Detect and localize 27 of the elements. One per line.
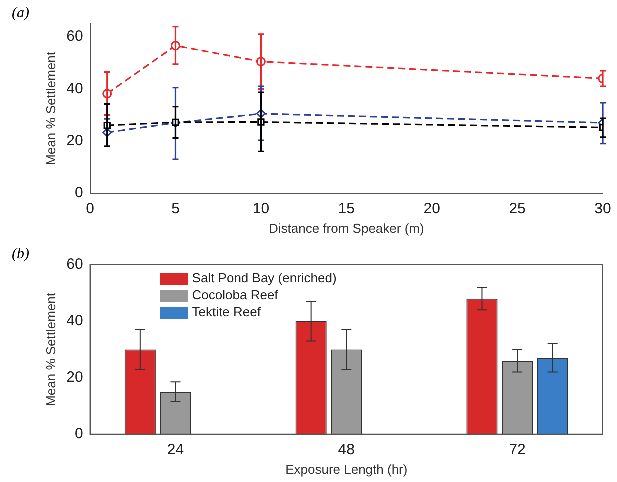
- y-tick-label: 60: [66, 256, 84, 274]
- y-axis-title: Mean % Settlement: [43, 292, 58, 406]
- y-tick-label: 0: [74, 426, 84, 443]
- legend-label: Cocoloba Reef: [192, 288, 279, 303]
- x-tick-label: 20: [424, 200, 440, 218]
- x-tick-label: 24: [167, 442, 184, 459]
- x-tick-label: 72: [509, 442, 526, 459]
- y-tick-label: 40: [66, 312, 84, 330]
- text: (a): [12, 5, 30, 22]
- x-tick-label: 25: [509, 200, 526, 218]
- y-tick-label: 20: [66, 132, 84, 150]
- x-tick-label: 0: [86, 200, 94, 218]
- x-tick-label: 5: [172, 200, 180, 218]
- x-tick-label: 15: [338, 200, 355, 218]
- y-tick-label: 0: [74, 184, 84, 202]
- x-axis-title: Distance from Speaker (m): [268, 220, 424, 236]
- legend-label: Tektite Reef: [192, 304, 262, 320]
- y-tick-label: 60: [66, 28, 84, 46]
- y-tick-label: 20: [66, 369, 84, 386]
- x-tick-label: 10: [252, 200, 270, 218]
- legend-label: Salt Pond Bay (enriched): [192, 270, 337, 286]
- x-axis-title: Exposure Length (hr): [286, 462, 408, 477]
- y-tick-label: 40: [66, 80, 84, 98]
- x-tick-label: 48: [338, 442, 355, 459]
- x-tick-label: 30: [594, 200, 612, 218]
- y-axis-title: Mean % Settlement: [43, 52, 58, 166]
- text: (b): [12, 246, 30, 262]
